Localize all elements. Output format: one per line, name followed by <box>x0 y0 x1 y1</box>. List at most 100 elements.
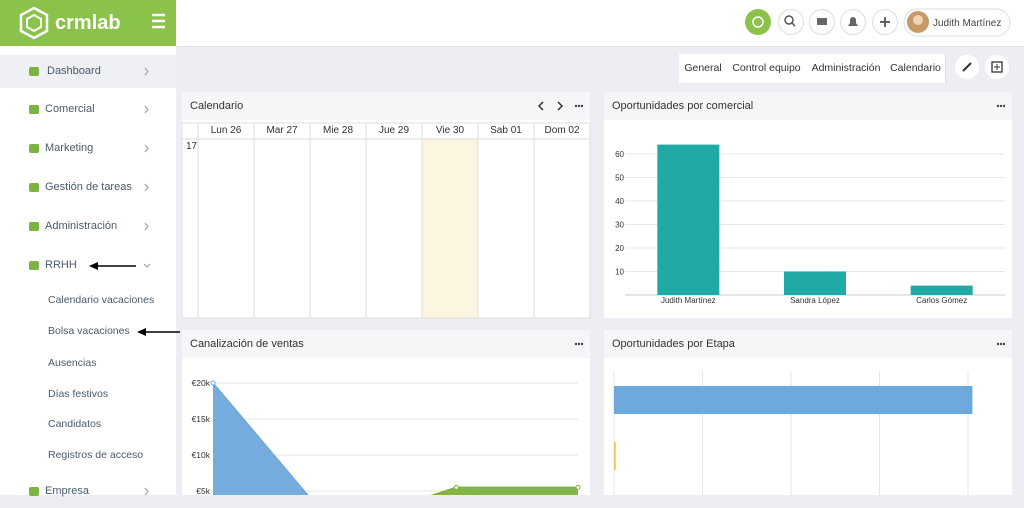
day-label: Mie 28 <box>322 125 353 136</box>
panel-menu-dot <box>999 342 1003 346</box>
chevron <box>144 183 149 192</box>
menu-icon <box>29 144 39 153</box>
x-tick-label: Sandra López <box>790 296 840 305</box>
next-button <box>557 101 564 111</box>
submenu-item[interactable]: Calendario vacaciones <box>48 294 155 306</box>
y-tick-label: €20k <box>192 378 211 388</box>
tool-buttons <box>955 55 1009 79</box>
y-tick-label: €10k <box>192 450 211 460</box>
series-line <box>212 382 309 495</box>
y-tick-label: €15k <box>192 414 211 424</box>
page: crmlab Dashboard Comercial Marketing Gestió… <box>0 0 1024 497</box>
menu-toggle[interactable] <box>152 13 165 29</box>
calendar-panel: Calendario <box>182 92 590 318</box>
prev-button <box>537 101 544 111</box>
menu-icons <box>29 67 149 76</box>
panel-title: Calendario <box>182 92 590 120</box>
menu-icons <box>29 144 149 153</box>
menu-item[interactable]: Marketing <box>0 132 176 165</box>
menu-label: Administración <box>45 220 118 232</box>
menu-icons <box>29 222 149 231</box>
panel-menu-dot <box>574 104 578 108</box>
submenu-item[interactable]: Candidatos <box>48 418 102 430</box>
y-tick-label: 30 <box>615 221 624 230</box>
chevron <box>144 105 149 114</box>
menu-icon <box>29 487 39 496</box>
chevron <box>144 67 149 76</box>
tab[interactable]: General <box>679 54 728 83</box>
menu-label: Gestión de tareas <box>45 181 132 193</box>
menu-icon <box>29 67 39 76</box>
bar <box>614 442 616 470</box>
panel-menu-dot <box>996 104 1000 108</box>
y-tick-label: 10 <box>615 268 624 277</box>
menu-icons <box>29 487 149 496</box>
panel-title: Oportunidades por Etapa <box>604 330 1012 358</box>
chart-panel: Canalización de ventas <box>182 330 590 495</box>
menu-item[interactable]: Comercial <box>0 93 176 126</box>
panel-menu-dot <box>577 342 581 346</box>
sidebar: crmlab Dashboard Comercial Marketing Gestió… <box>0 0 180 497</box>
menu-item[interactable]: Gestión de tareas <box>0 171 176 204</box>
bar <box>784 271 846 295</box>
panel-menu-dot <box>574 342 578 346</box>
bar <box>910 285 973 295</box>
search-button[interactable] <box>778 9 804 35</box>
panel-title: Oportunidades por comercial <box>604 92 1012 120</box>
submenu-item[interactable]: Ausencias <box>48 357 97 369</box>
calendar-frame <box>181 122 591 319</box>
submenu-item[interactable]: Bolsa vacaciones <box>48 325 130 337</box>
point <box>210 380 216 386</box>
user-menu[interactable] <box>903 8 1011 37</box>
day-label: Jue 29 <box>378 125 410 136</box>
y-tick-label: 50 <box>615 174 624 183</box>
panel-title: Canalización de ventas <box>182 330 590 358</box>
y-tick-label: €5k <box>196 486 210 495</box>
day-label: Mar 27 <box>266 125 298 136</box>
today-column <box>422 139 478 318</box>
chevron <box>143 263 151 268</box>
menu-item[interactable]: Dashboard <box>0 55 176 88</box>
x-tick-label: Carlos Gómez <box>916 296 967 305</box>
logo-icon: crmlab <box>19 6 165 40</box>
bar <box>657 144 720 295</box>
menu-icons <box>29 105 149 114</box>
submenu-item[interactable]: Registros de acceso <box>48 449 144 461</box>
panel-menu-dot <box>996 342 1000 346</box>
menu-item[interactable]: Administración <box>0 210 176 243</box>
chevron <box>144 144 149 153</box>
tab[interactable]: Control equipo <box>727 54 807 83</box>
logo-text: crmlab <box>55 12 121 34</box>
topbar-icons: Judith Martínez <box>745 8 1011 37</box>
day-label: Dom 02 <box>544 125 580 136</box>
chevron <box>144 487 149 496</box>
menu-label: Marketing <box>45 142 94 154</box>
tab[interactable]: Calendario <box>886 54 946 83</box>
menu-label: RRHH <box>45 259 77 271</box>
annotation-arrows <box>89 262 180 336</box>
panel-menu-dot <box>580 342 584 346</box>
charts: 17 10 20 30 40 50 60 Judith Martínez Sandra Lópe… <box>181 101 1006 495</box>
clock-button[interactable] <box>745 9 771 35</box>
menu-label: Empresa <box>45 485 90 497</box>
menu-icon <box>29 105 39 114</box>
menu-icons <box>29 261 151 270</box>
panel-menu-dot <box>577 104 581 108</box>
panel-menu-dot <box>1002 104 1006 108</box>
menu-item[interactable]: Empresa <box>0 475 176 508</box>
menu-label: Dashboard <box>47 65 101 77</box>
x-tick-label: Judith Martínez <box>661 296 716 305</box>
y-tick-label: 20 <box>615 244 624 253</box>
day-label: Lun 26 <box>210 125 242 136</box>
submenu-item[interactable]: Días festivos <box>48 388 109 400</box>
user-name: Judith Martínez <box>933 18 1001 29</box>
day-label: Vie 30 <box>435 125 465 136</box>
panel-menu-dot <box>580 104 584 108</box>
panel-menu-dot <box>999 104 1003 108</box>
menu-icon <box>29 261 39 270</box>
menu-icon <box>29 183 39 192</box>
chevron <box>144 222 149 231</box>
logo-bar: crmlab <box>0 0 176 46</box>
menu-icon <box>29 222 39 231</box>
menu-item[interactable]: RRHH <box>0 249 176 282</box>
